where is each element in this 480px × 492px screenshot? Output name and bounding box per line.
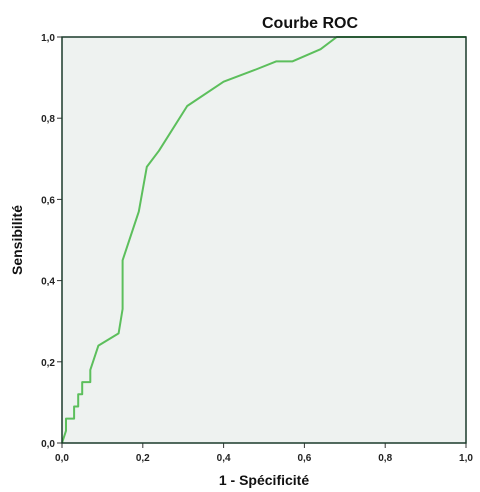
x-tick-label: 0,0 (55, 453, 69, 464)
plot-frame (61, 36, 467, 444)
plot-background (62, 37, 466, 443)
y-tick-label: 0,8 (41, 114, 55, 125)
y-tick-label: 0,4 (41, 277, 55, 288)
y-tick-label: 0,0 (41, 439, 55, 450)
roc-curve-line (61, 36, 466, 444)
x-tick-label: 1,0 (459, 453, 473, 464)
y-axis-title: Sensibilité (9, 205, 25, 275)
x-tick-label: 0,2 (136, 453, 150, 464)
x-axis-title: 1 - Spécificité (219, 472, 309, 488)
y-tick-label: 0,2 (41, 358, 55, 369)
x-tick-label: 0,6 (297, 453, 311, 464)
y-tick-label: 0,6 (41, 195, 55, 206)
y-tick-label: 1,0 (41, 33, 55, 44)
x-tick-label: 0,4 (217, 453, 231, 464)
y-axis-ticks: 0,0 0,2 0,4 0,6 0,8 1,0 (41, 33, 62, 450)
x-tick-label: 0,8 (378, 453, 392, 464)
chart-title: Courbe ROC (262, 15, 358, 32)
x-axis-ticks: 0,0 0,2 0,4 0,6 0,8 1,0 (55, 443, 473, 464)
